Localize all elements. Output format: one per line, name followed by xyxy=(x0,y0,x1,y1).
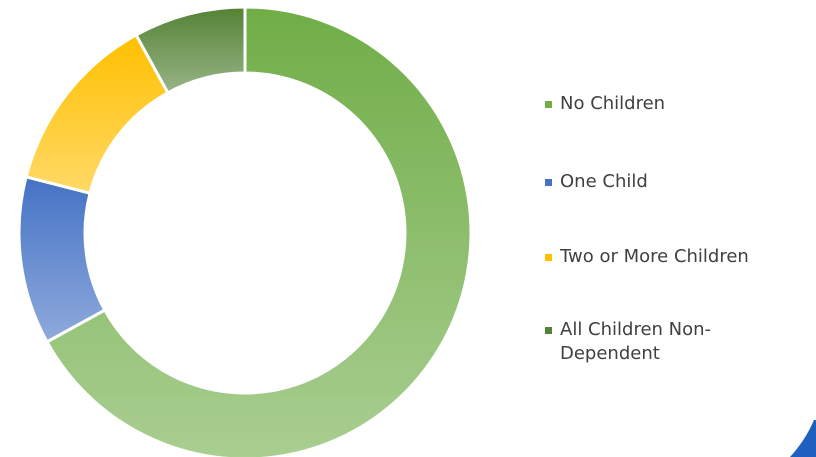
doughnut-slice-no-children xyxy=(44,5,473,457)
legend-label: All Children Non-Dependent xyxy=(560,319,712,364)
legend-swatch xyxy=(545,179,552,186)
legend-swatch xyxy=(545,254,552,261)
legend-item-one-child: One Child xyxy=(545,170,800,194)
doughnut-slice-one-child xyxy=(17,174,107,344)
legend-label: One Child xyxy=(560,171,648,192)
legend-item-no-children: No Children xyxy=(545,92,800,116)
legend-item-all-children-non-dependent: All Children Non-Dependent xyxy=(545,318,730,366)
doughnut-slice-all-children-non-dependent xyxy=(134,5,247,95)
legend-label: No Children xyxy=(560,93,666,114)
legend-item-two-or-more-children: Two or More Children xyxy=(545,245,800,269)
legend-label: Two or More Children xyxy=(560,246,749,267)
corner-logo-fragment xyxy=(790,420,816,457)
legend-swatch xyxy=(545,327,552,334)
doughnut-slice-two-or-more-children xyxy=(24,32,170,196)
legend-swatch xyxy=(545,101,552,108)
